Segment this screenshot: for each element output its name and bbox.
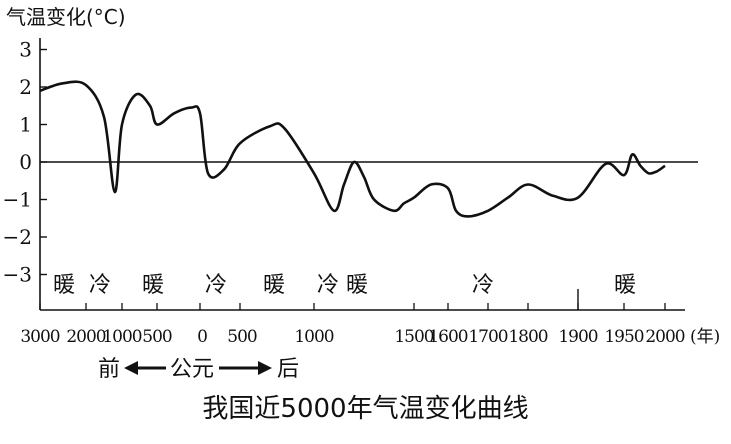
x-axis-unit-label: (年) bbox=[690, 327, 720, 347]
period-label: 冷 bbox=[472, 273, 494, 298]
x-tick-label: 1600 bbox=[428, 327, 467, 347]
period-label: 暖 bbox=[53, 273, 75, 298]
x-tick-label: 3000 bbox=[20, 327, 59, 347]
y-tick-label: 0 bbox=[19, 150, 32, 174]
era-left-label: 前 bbox=[98, 357, 120, 382]
period-label: 冷 bbox=[317, 273, 339, 298]
period-label: 冷 bbox=[205, 273, 227, 298]
chart-title: 我国近5000年气温变化曲线 bbox=[202, 394, 529, 424]
y-tick-label: 2 bbox=[19, 75, 32, 99]
x-tick-label: 2000 bbox=[645, 327, 684, 347]
period-label: 暖 bbox=[346, 273, 368, 298]
x-tick-label: 1900 bbox=[558, 327, 597, 347]
left-arrow-icon bbox=[124, 361, 138, 375]
right-arrow-icon bbox=[258, 361, 272, 375]
y-tick-label: 3 bbox=[19, 38, 32, 62]
period-label: 暖 bbox=[142, 273, 164, 298]
x-tick-label: 0 bbox=[197, 327, 207, 347]
period-label: 暖 bbox=[614, 273, 636, 298]
x-tick-label: 1000 bbox=[102, 327, 141, 347]
period-label: 冷 bbox=[89, 273, 111, 298]
y-tick-label: −3 bbox=[3, 263, 32, 287]
temperature-series-line bbox=[39, 80, 666, 218]
x-tick-label: 1700 bbox=[468, 327, 507, 347]
y-tick-label: −1 bbox=[3, 188, 32, 212]
y-tick-label: −2 bbox=[3, 225, 32, 249]
period-label: 暖 bbox=[263, 273, 285, 298]
x-tick-label: 1000 bbox=[294, 327, 333, 347]
era-right-label: 后 bbox=[277, 357, 299, 382]
x-tick-label: 1950 bbox=[604, 327, 643, 347]
x-tick-label: 1800 bbox=[508, 327, 547, 347]
x-tick-label: 2000 bbox=[66, 327, 105, 347]
y-axis-label: 气温变化(°C) bbox=[6, 5, 126, 29]
x-tick-label: 500 bbox=[142, 327, 172, 347]
y-tick-label: 1 bbox=[19, 113, 32, 137]
x-tick-label: 500 bbox=[227, 327, 257, 347]
era-center-label: 公元 bbox=[170, 357, 214, 382]
x-tick-label: 1500 bbox=[394, 327, 433, 347]
